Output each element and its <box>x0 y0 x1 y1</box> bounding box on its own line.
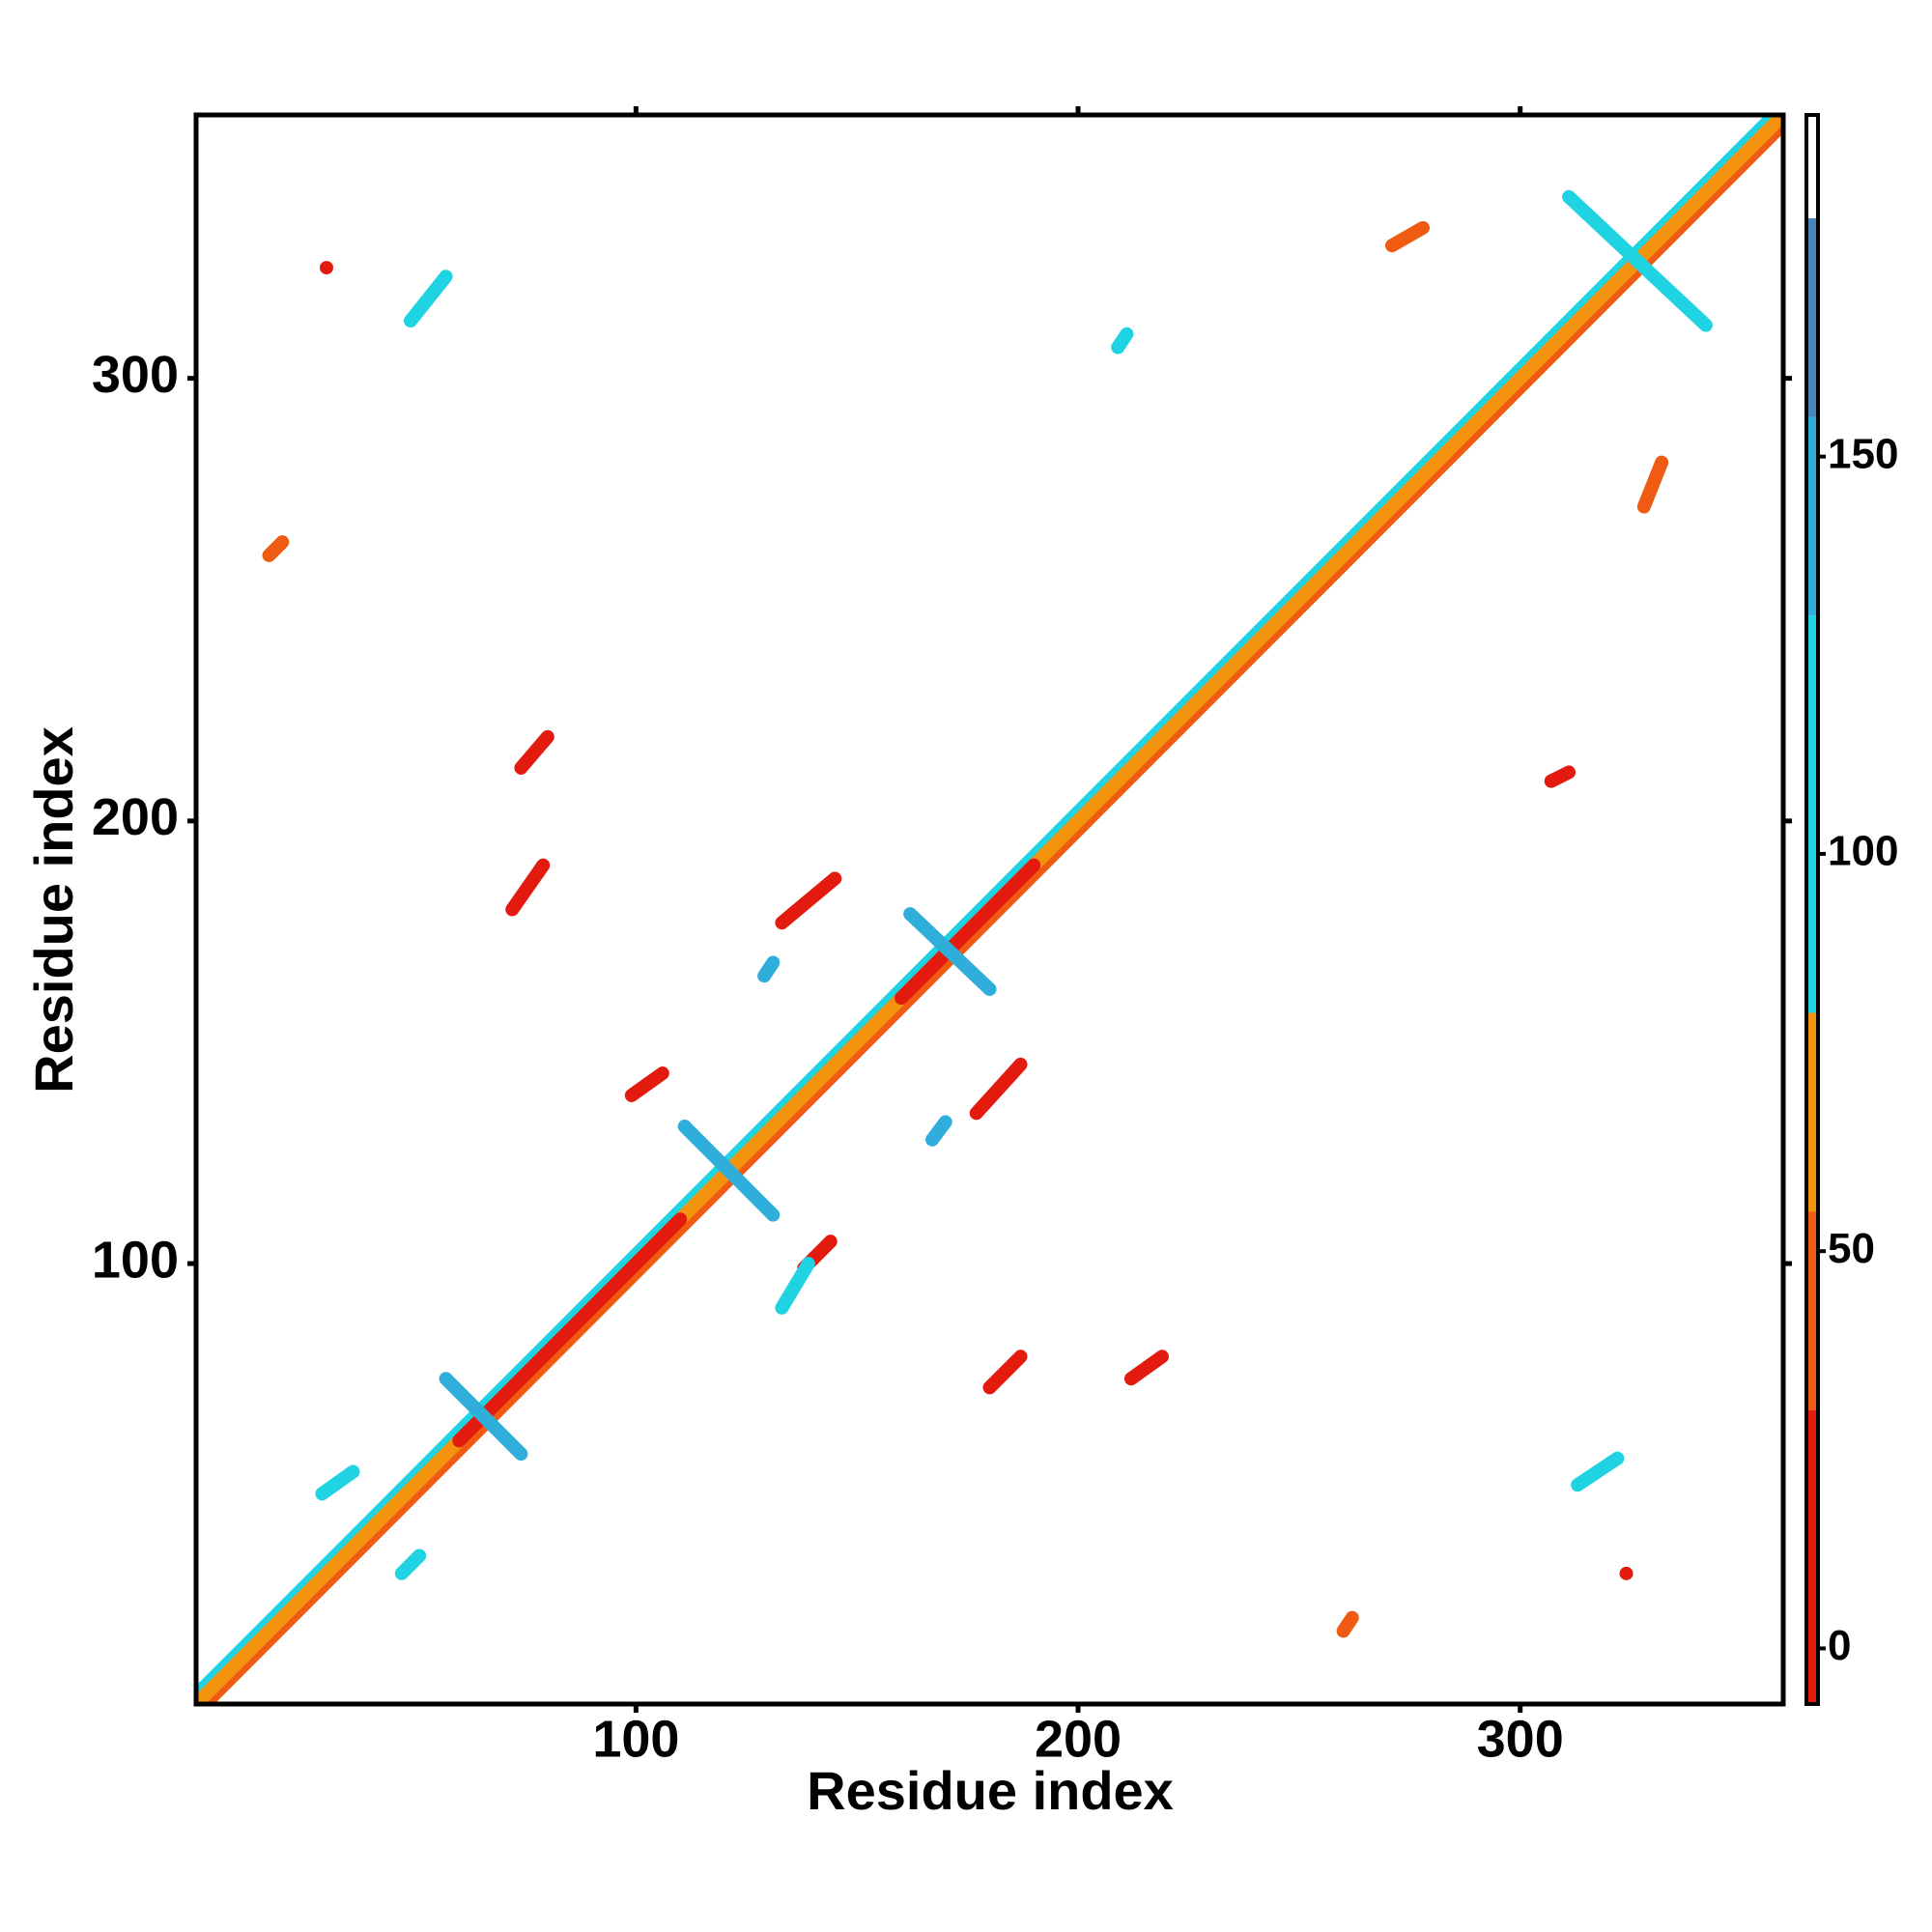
contact-feature <box>894 858 1041 1006</box>
x-tick-label: 100 <box>592 1710 679 1768</box>
contact-feature <box>982 1350 1028 1395</box>
colorbar-bin <box>1806 1211 1818 1410</box>
contact-feature <box>514 729 554 775</box>
x-tick-label: 300 <box>1477 1710 1564 1768</box>
colorbar-tick-label: 0 <box>1828 1622 1851 1669</box>
contact-feature <box>1571 1451 1625 1492</box>
contact-feature <box>925 1115 952 1147</box>
colorbar-tick-label: 50 <box>1828 1225 1875 1272</box>
contact-feature <box>1636 455 1669 514</box>
colorbar-bin <box>1806 217 1818 417</box>
colorbar-tick-label: 100 <box>1828 828 1898 875</box>
colorbar-tick-label: 150 <box>1828 430 1898 477</box>
contact-feature <box>624 1066 669 1102</box>
plot-frame <box>193 112 1786 1707</box>
contact-feature <box>262 535 290 562</box>
contact-feature <box>903 907 997 996</box>
contact-feature <box>505 858 551 917</box>
contact-feature <box>677 1120 781 1222</box>
contact-feature <box>969 1057 1028 1121</box>
y-tick-label: 200 <box>92 788 179 846</box>
contact-feature <box>1111 327 1134 355</box>
contact-feature <box>1562 189 1713 332</box>
contact-feature <box>452 1212 688 1448</box>
colorbar-bin <box>1806 1409 1818 1704</box>
colorbar-bin <box>1806 615 1818 1013</box>
contact-feature <box>1384 220 1431 253</box>
contact-feature <box>403 270 453 328</box>
contact-feature <box>775 871 842 930</box>
contact-feature <box>394 1548 427 1580</box>
colorbar-bin <box>1806 1012 1818 1212</box>
x-axis-label: Residue index <box>807 1760 1174 1821</box>
colorbar-frame <box>1804 113 1820 1706</box>
y-tick-label: 100 <box>92 1231 179 1289</box>
y-tick-label: 300 <box>92 346 179 404</box>
contact-feature <box>439 1372 528 1462</box>
contact-feature <box>1544 765 1577 788</box>
y-axis-label: Residue index <box>23 726 84 1094</box>
contact-feature <box>775 1257 815 1315</box>
contact-feature <box>1123 1350 1169 1386</box>
contact-feature <box>315 1464 360 1501</box>
features <box>196 115 1783 1704</box>
colorbar-bin <box>1806 115 1818 218</box>
colorbar-bin <box>1806 416 1818 616</box>
contact-feature <box>1336 1610 1359 1638</box>
x-tick-label: 200 <box>1035 1710 1122 1768</box>
contact-feature <box>757 955 781 983</box>
